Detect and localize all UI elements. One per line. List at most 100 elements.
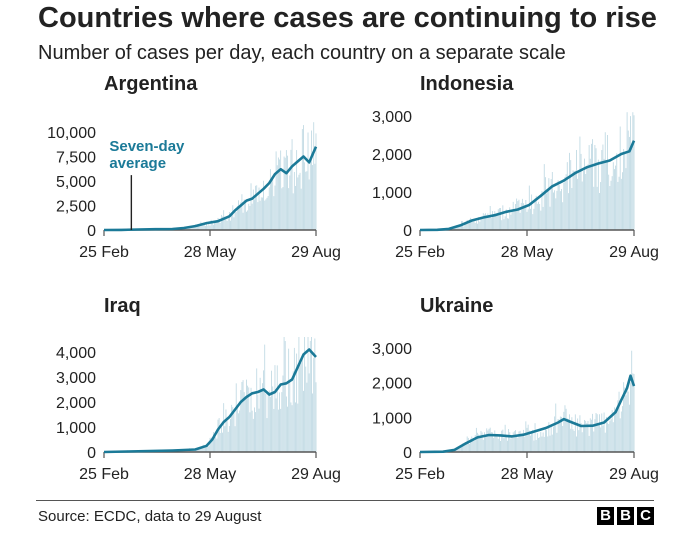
chart-panel-argentina: Argentina 0 2,500 5,000 7,500 10,000 25 Feb 28 … bbox=[47, 73, 341, 261]
daily-cases-bar bbox=[259, 200, 261, 230]
daily-cases-bar bbox=[206, 446, 207, 452]
daily-cases-bar bbox=[612, 162, 614, 230]
daily-cases-bar bbox=[235, 383, 237, 452]
daily-cases-bar bbox=[609, 420, 611, 452]
daily-cases-bar bbox=[566, 418, 568, 452]
daily-cases-bar bbox=[620, 411, 622, 452]
daily-cases-bar bbox=[632, 373, 634, 452]
daily-cases-bar bbox=[548, 178, 550, 230]
daily-cases-bar bbox=[490, 432, 492, 452]
daily-cases-bar bbox=[633, 373, 635, 452]
daily-cases-bar bbox=[279, 159, 280, 230]
daily-cases-bar bbox=[475, 427, 477, 452]
y-tick-label: 5,000 bbox=[56, 174, 96, 191]
daily-cases-bar bbox=[528, 185, 530, 230]
daily-cases-bar bbox=[456, 449, 458, 452]
daily-cases-bar bbox=[242, 212, 244, 230]
daily-cases-bar bbox=[569, 414, 570, 452]
daily-cases-bar bbox=[557, 180, 559, 230]
daily-cases-bar bbox=[538, 437, 539, 452]
daily-cases-bar bbox=[224, 216, 226, 230]
daily-cases-bar bbox=[255, 185, 257, 230]
daily-cases-bar bbox=[565, 174, 567, 230]
y-tick-label: 0 bbox=[87, 223, 96, 240]
daily-cases-bar bbox=[516, 436, 518, 452]
daily-cases-bar bbox=[554, 416, 556, 452]
daily-cases-bar bbox=[464, 443, 466, 452]
daily-cases-bar bbox=[275, 151, 277, 230]
daily-cases-bar bbox=[198, 448, 200, 452]
daily-cases-bar bbox=[556, 432, 558, 452]
daily-cases-bar bbox=[226, 421, 228, 452]
daily-cases-bar bbox=[238, 413, 239, 452]
daily-cases-bar bbox=[240, 202, 242, 230]
daily-cases-bar bbox=[508, 429, 510, 452]
daily-cases-bar bbox=[543, 436, 545, 452]
daily-cases-bar bbox=[588, 145, 590, 230]
daily-cases-bar bbox=[624, 154, 626, 230]
daily-cases-bar bbox=[475, 221, 477, 230]
daily-cases-bar bbox=[525, 199, 527, 230]
daily-cases-bar bbox=[571, 188, 573, 230]
daily-cases-bar bbox=[251, 410, 253, 452]
daily-cases-bar bbox=[216, 438, 218, 452]
daily-cases-bar bbox=[308, 373, 310, 452]
daily-cases-bar bbox=[581, 432, 583, 452]
daily-cases-bar bbox=[458, 225, 460, 230]
daily-cases-bar bbox=[208, 223, 210, 230]
daily-cases-bar bbox=[479, 435, 481, 452]
daily-cases-bar bbox=[260, 389, 262, 452]
daily-cases-bar bbox=[578, 430, 580, 452]
daily-cases-bar bbox=[490, 218, 492, 230]
daily-cases-bar bbox=[563, 411, 565, 452]
daily-cases-bar bbox=[531, 433, 533, 452]
daily-cases-bar bbox=[469, 219, 470, 230]
daily-cases-bar bbox=[523, 429, 524, 452]
daily-cases-bar bbox=[477, 223, 478, 230]
daily-cases-bar bbox=[203, 447, 205, 452]
y-tick-label: 2,000 bbox=[372, 376, 412, 393]
daily-cases-bar bbox=[228, 426, 230, 452]
daily-cases-bar bbox=[207, 225, 209, 230]
daily-cases-bar bbox=[615, 165, 617, 230]
daily-cases-bar bbox=[225, 218, 227, 230]
daily-cases-bar bbox=[214, 433, 215, 452]
daily-cases-bar bbox=[539, 204, 541, 230]
daily-cases-bar bbox=[609, 186, 611, 230]
daily-cases-bar bbox=[582, 170, 584, 230]
daily-cases-bar bbox=[543, 164, 545, 230]
daily-cases-bar bbox=[314, 163, 316, 230]
chart-panel-indonesia: Indonesia 0 1,000 2,000 3,000 25 Feb 28 May 29 … bbox=[372, 73, 659, 261]
daily-cases-bar bbox=[532, 214, 534, 230]
daily-cases-bar bbox=[500, 207, 501, 230]
daily-cases-bar bbox=[281, 392, 283, 452]
daily-cases-bar bbox=[504, 424, 506, 452]
daily-cases-bar bbox=[281, 188, 283, 230]
daily-cases-bar bbox=[534, 423, 536, 452]
daily-cases-bar bbox=[512, 201, 514, 230]
daily-cases-bar bbox=[225, 409, 227, 452]
daily-cases-bar bbox=[296, 150, 298, 230]
panel-title: Argentina bbox=[104, 73, 198, 95]
daily-cases-bar bbox=[303, 125, 304, 230]
daily-cases-bar bbox=[219, 433, 221, 452]
daily-cases-bar bbox=[548, 422, 550, 452]
daily-cases-bar bbox=[626, 112, 628, 230]
daily-cases-bar bbox=[227, 431, 229, 452]
daily-cases-bar bbox=[240, 390, 242, 452]
daily-cases-bar bbox=[230, 418, 231, 452]
daily-cases-bar bbox=[493, 215, 495, 230]
daily-cases-bar bbox=[249, 205, 251, 230]
daily-cases-bar bbox=[205, 445, 206, 452]
daily-cases-bar bbox=[293, 171, 295, 230]
daily-cases-bar bbox=[232, 205, 234, 230]
y-tick-label: 1,000 bbox=[372, 185, 412, 202]
daily-cases-bar bbox=[592, 139, 594, 230]
daily-cases-bar bbox=[599, 193, 600, 230]
daily-cases-bar bbox=[264, 200, 266, 230]
daily-cases-bar bbox=[299, 364, 301, 452]
daily-cases-bar bbox=[287, 406, 288, 452]
daily-cases-bar bbox=[530, 208, 531, 230]
x-tick-label: 29 Aug bbox=[291, 466, 341, 483]
y-tick-label: 0 bbox=[403, 223, 412, 240]
